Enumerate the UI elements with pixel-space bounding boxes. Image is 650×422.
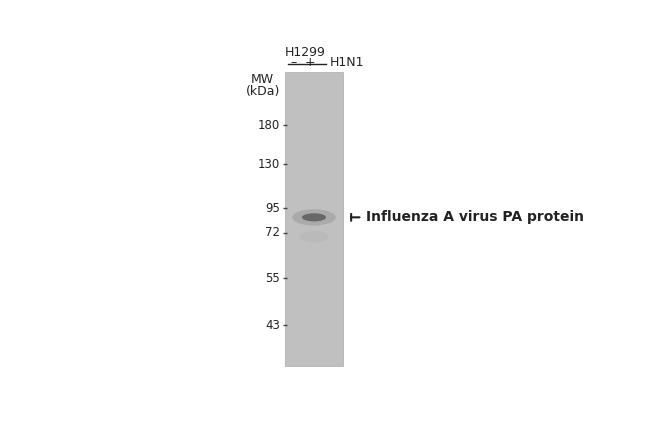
Text: Influenza A virus PA protein: Influenza A virus PA protein [366,210,584,225]
Text: 180: 180 [258,119,280,132]
Text: MW: MW [251,73,274,87]
Text: 130: 130 [258,158,280,171]
Ellipse shape [292,209,336,225]
Text: –: – [291,57,297,70]
Text: 72: 72 [265,226,280,239]
Text: +: + [305,57,315,70]
Text: (kDa): (kDa) [246,85,280,98]
Text: H1299: H1299 [285,46,326,59]
Text: 55: 55 [265,272,280,284]
Ellipse shape [300,231,328,243]
Bar [285,72,343,366]
Text: 95: 95 [265,202,280,215]
Ellipse shape [302,213,326,222]
Text: 43: 43 [265,319,280,332]
Text: H1N1: H1N1 [330,57,365,70]
